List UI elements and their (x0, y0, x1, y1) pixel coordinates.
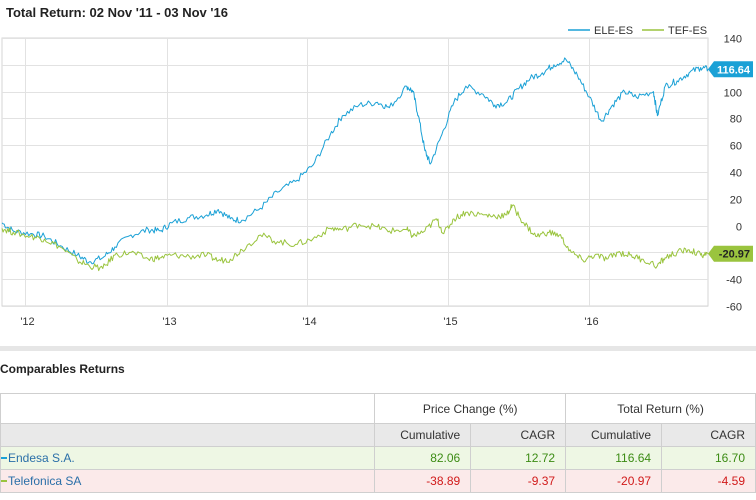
series-line-tef-es (1, 204, 709, 272)
total-return-chart: 140120100806040200-20-40-60'12'13'14'15'… (1, 25, 753, 328)
y-tick-label: -60 (726, 302, 742, 314)
company-cell-endesa: Endesa S.A. (0, 446, 376, 470)
y-tick-label: 80 (730, 114, 742, 126)
y-tick-label: 40 (730, 168, 742, 180)
telefonica-total-cagr: -4.59 (661, 469, 756, 493)
y-tick-label: 60 (730, 141, 742, 153)
company-cell-telefonica: Telefonica SA (0, 469, 376, 493)
table-subheader-blank (0, 423, 376, 447)
y-tick-label: 0 (736, 222, 742, 234)
comparables-title: Comparables Returns (0, 362, 125, 376)
legend-label-tef-es: TEF-ES (668, 25, 707, 37)
series-dash-telefonica (1, 479, 7, 482)
endesa-total-cagr: 16.70 (661, 446, 756, 470)
endesa-total-cumulative: 116.64 (565, 446, 663, 470)
subheader-price-cumulative: Cumulative (374, 423, 472, 447)
table-subheader-row: Cumulative CAGR Cumulative CAGR (0, 423, 756, 447)
subheader-total-cumulative: Cumulative (565, 423, 663, 447)
y-tick-label: 140 (724, 34, 742, 46)
table-row-endesa: Endesa S.A. 82.06 12.72 116.64 16.70 (0, 446, 756, 470)
x-tick-label: '12 (20, 316, 34, 328)
table-header-blank (0, 393, 376, 424)
y-tick-label: 20 (730, 195, 742, 207)
section-divider (0, 346, 756, 351)
subheader-price-cagr: CAGR (470, 423, 567, 447)
company-name-endesa: Endesa S.A. (8, 451, 75, 465)
last-value-flag-tef-es (708, 245, 753, 262)
legend-label-ele-es: ELE-ES (594, 25, 633, 37)
last-value-label-tef-es: -20.97 (719, 249, 750, 261)
company-name-telefonica: Telefonica SA (8, 474, 82, 488)
comparables-returns-table: Price Change (%) Total Return (%) Cumula… (0, 393, 756, 493)
last-value-label-ele-es: 116.64 (717, 64, 751, 76)
telefonica-price-cumulative: -38.89 (374, 469, 472, 493)
subheader-total-cagr: CAGR (661, 423, 756, 447)
x-tick-label: '14 (302, 316, 316, 328)
endesa-price-cumulative: 82.06 (374, 446, 472, 470)
telefonica-total-cumulative: -20.97 (565, 469, 663, 493)
series-line-ele-es (1, 57, 709, 265)
x-tick-label: '13 (162, 316, 176, 328)
series-dash-endesa (1, 456, 7, 459)
endesa-price-cagr: 12.72 (470, 446, 567, 470)
y-tick-label: 100 (724, 88, 742, 100)
x-tick-label: '15 (443, 316, 457, 328)
last-value-flag-ele-es (708, 61, 753, 78)
table-group-header-row: Price Change (%) Total Return (%) (0, 393, 756, 424)
telefonica-price-cagr: -9.37 (470, 469, 567, 493)
chart-title: Total Return: 02 Nov '11 - 03 Nov '16 (6, 5, 228, 20)
header-price-change: Price Change (%) (374, 393, 567, 424)
x-tick-label: '16 (584, 316, 598, 328)
y-tick-label: -40 (726, 275, 742, 287)
header-total-return: Total Return (%) (565, 393, 756, 424)
table-row-telefonica: Telefonica SA -38.89 -9.37 -20.97 -4.59 (0, 469, 756, 493)
